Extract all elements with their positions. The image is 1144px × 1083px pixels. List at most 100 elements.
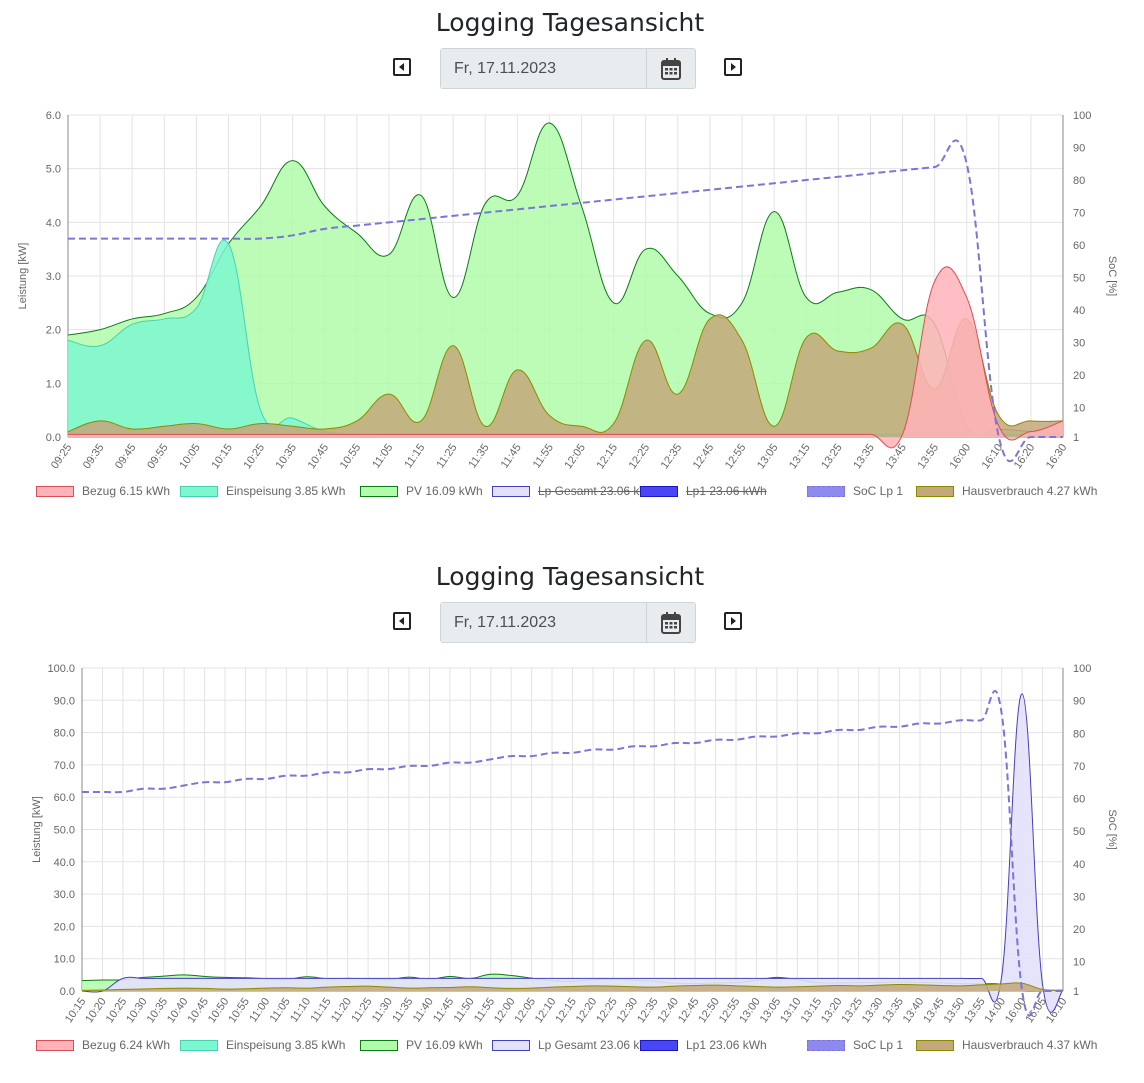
x-tick-label: 11:40 — [411, 996, 436, 1025]
legend-swatch — [492, 1039, 530, 1051]
x-tick-label: 13:45 — [921, 996, 947, 1025]
y2-tick-label: 50 — [1073, 826, 1085, 838]
x-tick-label: 13:25 — [839, 996, 865, 1025]
x-tick-label: 11:55 — [531, 442, 556, 471]
legend-item-bezug[interactable]: Bezug 6.24 kWh — [36, 1035, 170, 1055]
x-tick-label: 13:30 — [860, 996, 886, 1025]
legend-item-soc[interactable]: SoC Lp 1 — [807, 1035, 903, 1055]
legend-swatch — [360, 1039, 398, 1051]
x-tick-label: 13:00 — [737, 996, 763, 1025]
x-tick-label: 13:25 — [819, 442, 845, 471]
y-tick-label: 3.0 — [46, 271, 61, 283]
x-tick-label: 12:15 — [594, 442, 620, 471]
legend-item-pv[interactable]: PV 16.09 kWh — [360, 481, 483, 501]
x-tick-label: 12:30 — [615, 996, 641, 1025]
legend-item-haus[interactable]: Hausverbrauch 4.27 kWh — [916, 481, 1097, 501]
y-tick-label: 2.0 — [46, 325, 61, 337]
calendar-button[interactable] — [646, 49, 695, 88]
y-tick-label: 30.0 — [54, 889, 75, 901]
x-tick-label: 11:35 — [467, 442, 492, 471]
legend-item-lp1[interactable]: Lp1 23.06 kWh — [640, 481, 767, 501]
legend-item-einspeisung[interactable]: Einspeisung 3.85 kWh — [180, 1035, 345, 1055]
legend-label: Lp1 23.06 kWh — [686, 484, 767, 498]
calendar-button[interactable] — [646, 603, 695, 642]
legend-item-lpg[interactable]: Lp Gesamt 23.06 kWh — [492, 481, 657, 501]
y2-tick-label: 10 — [1073, 957, 1085, 969]
prev-day-button[interactable] — [393, 612, 411, 630]
legend-label: PV 16.09 kWh — [406, 484, 483, 498]
x-tick-label: 11:10 — [288, 996, 313, 1025]
x-tick-label: 12:15 — [553, 996, 579, 1025]
y-tick-label: 100.0 — [47, 663, 75, 675]
legend-item-soc[interactable]: SoC Lp 1 — [807, 481, 903, 501]
legend-item-haus[interactable]: Hausverbrauch 4.37 kWh — [916, 1035, 1097, 1055]
x-tick-label: 11:20 — [329, 996, 354, 1025]
legend-item-einspeisung[interactable]: Einspeisung 3.85 kWh — [180, 481, 345, 501]
date-input[interactable]: Fr, 17.11.2023 — [441, 49, 646, 88]
date-input[interactable]: Fr, 17.11.2023 — [441, 603, 646, 642]
legend-item-lp1[interactable]: Lp1 23.06 kWh — [640, 1035, 767, 1055]
chart-2: 0.0 10.0 20.0 30.0 40.0 50.0 60.0 70.0 80.0 90.0 1… — [31, 663, 1118, 1025]
legend-swatch — [640, 485, 678, 497]
x-tick-label: 12:40 — [656, 996, 682, 1025]
x-tick-label: 12:25 — [627, 442, 653, 471]
x-tick-label: 11:05 — [268, 996, 293, 1025]
legend-swatch — [492, 485, 530, 497]
legend-item-pv[interactable]: PV 16.09 kWh — [360, 1035, 483, 1055]
y-tick-label: 60.0 — [54, 792, 75, 804]
x-tick-label: 13:05 — [755, 442, 781, 471]
x-tick-label: 10:15 — [209, 442, 235, 471]
legend-swatch — [36, 1039, 74, 1051]
y2-tick-label: 100 — [1073, 663, 1091, 675]
legend-label: PV 16.09 kWh — [406, 1038, 483, 1052]
legend-label: Bezug 6.15 kWh — [82, 484, 171, 498]
legend-label: SoC Lp 1 — [853, 484, 904, 498]
x-tick-label: 13:35 — [851, 442, 877, 471]
prev-day-button[interactable] — [393, 58, 411, 76]
y-tick-label: 40.0 — [54, 857, 75, 869]
legend-label: Hausverbrauch 4.27 kWh — [962, 484, 1098, 498]
series-haus-line — [67, 314, 1064, 433]
legend-item-lpg[interactable]: Lp Gesamt 23.06 kWh — [492, 1035, 657, 1055]
x-tick-label: 13:50 — [942, 996, 968, 1025]
x-tick-label: 13:35 — [880, 996, 906, 1025]
legend-item-bezug[interactable]: Bezug 6.15 kWh — [36, 481, 170, 501]
y2-tick-label: 60 — [1073, 240, 1085, 252]
series-haus-line — [81, 982, 1064, 991]
chart-panel-2: Logging Tagesansicht Fr, 17.11.2023 0.0 1… — [0, 554, 1144, 1083]
caret-right-icon — [731, 63, 736, 71]
next-day-button[interactable] — [724, 612, 742, 630]
date-picker[interactable]: Fr, 17.11.2023 — [440, 48, 696, 89]
y2-tick-label: 20 — [1073, 370, 1085, 382]
x-tick-label: 11:00 — [247, 996, 272, 1025]
legend-label: Hausverbrauch 4.37 kWh — [962, 1038, 1098, 1052]
x-tick-label: 09:55 — [145, 442, 171, 471]
y2-tick-label: 80 — [1073, 175, 1085, 187]
y2-tick-label: 60 — [1073, 794, 1085, 806]
y2-tick-label: 20 — [1073, 924, 1085, 936]
y2-tick-label: 70 — [1073, 208, 1085, 220]
x-tick-label: 11:25 — [434, 442, 459, 471]
series-einspeisung-area — [68, 240, 1063, 437]
x-tick-label: 11:25 — [349, 996, 374, 1025]
x-tick-label: 10:20 — [83, 996, 109, 1025]
legend-swatch — [360, 485, 398, 497]
series-bezug-line — [67, 266, 1064, 449]
legend-swatch — [36, 485, 74, 497]
x-tick-label: 12:55 — [723, 442, 749, 471]
x-tick-label: 10:15 — [63, 996, 89, 1025]
y2-tick-label: 40 — [1073, 859, 1085, 871]
y2-tick-label: 1 — [1073, 986, 1079, 998]
x-tick-label: 10:25 — [241, 442, 267, 471]
y2-tick-label: 30 — [1073, 891, 1085, 903]
x-tick-label: 12:55 — [717, 996, 743, 1025]
date-picker[interactable]: Fr, 17.11.2023 — [440, 602, 696, 643]
next-day-button[interactable] — [724, 58, 742, 76]
x-tick-label: 13:10 — [778, 996, 804, 1025]
x-tick-label: 10:40 — [165, 996, 191, 1025]
legend-label: Einspeisung 3.85 kWh — [226, 484, 346, 498]
x-tick-label: 13:55 — [915, 442, 941, 471]
caret-left-icon — [399, 63, 404, 71]
x-tick-label: 13:20 — [819, 996, 845, 1025]
y-tick-label: 6.0 — [46, 110, 61, 122]
